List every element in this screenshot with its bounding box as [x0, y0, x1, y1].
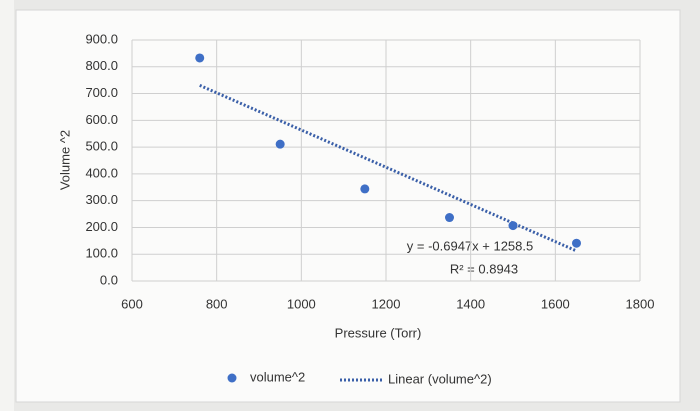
point: [360, 184, 370, 194]
x-tick-label: 1200: [372, 296, 401, 311]
x-axis-title: Pressure (Torr): [335, 325, 422, 340]
y-tick-label: 500.0: [85, 139, 118, 154]
y-tick-label: 100.0: [85, 246, 118, 261]
x-tick-label: 600: [121, 296, 143, 311]
point: [275, 139, 285, 149]
y-tick-label: 600.0: [85, 112, 118, 127]
y-tick-label: 200.0: [85, 219, 118, 234]
sheet-edge: [0, 0, 14, 411]
point: [508, 221, 518, 231]
y-tick-label: 700.0: [85, 85, 118, 100]
x-tick-label: 1400: [456, 296, 485, 311]
x-tick-label: 1000: [287, 296, 316, 311]
point: [195, 53, 205, 63]
legend-label: volume^2: [250, 369, 305, 384]
trendline-equation: y = -0.6947x + 1258.5: [407, 238, 533, 253]
y-tick-label: 0.0: [100, 272, 118, 287]
x-tick-label: 1800: [626, 296, 655, 311]
legend-label: Linear (volume^2): [388, 371, 492, 386]
y-tick-label: 400.0: [85, 165, 118, 180]
point: [572, 238, 581, 248]
y-tick-label: 300.0: [85, 192, 118, 207]
y-tick-label: 800.0: [85, 58, 118, 73]
x-tick-label: 1600: [541, 296, 570, 311]
y-tick-label: 900.0: [85, 31, 118, 46]
y-axis-title: Volume ^2: [57, 130, 72, 190]
trendline-r-squared: R² = 0.8943: [450, 261, 518, 276]
trendline: [199, 84, 578, 253]
chart-panel: [15, 9, 681, 403]
point: [445, 213, 454, 223]
legend-marker: [227, 373, 237, 383]
x-tick-label: 800: [206, 296, 228, 311]
